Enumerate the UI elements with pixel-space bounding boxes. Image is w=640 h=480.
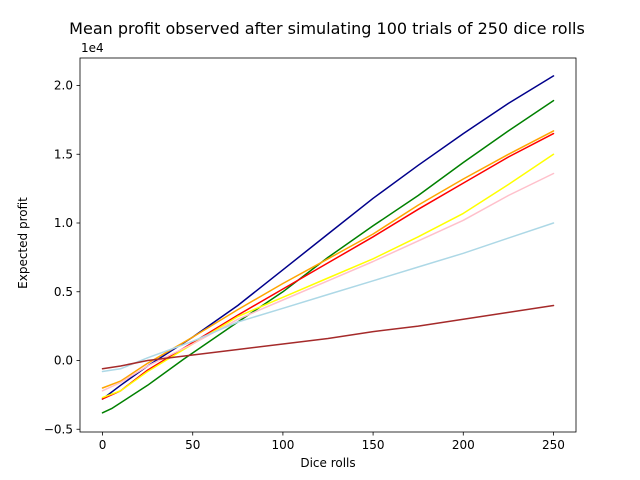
series-line-7: [101, 304, 555, 370]
series-line-2: [101, 130, 555, 389]
y-tick-label: 1.0: [54, 216, 73, 230]
y-tick-label: −0.5: [44, 422, 73, 436]
series-line-1: [101, 99, 555, 414]
y-tick-label: 0.0: [54, 354, 73, 368]
x-tick-label: 250: [542, 438, 565, 452]
x-tick-label: 150: [362, 438, 385, 452]
plot-area: 0 50 100 150 200 250 −0.5 0.0 0.5 1.0 1.5 2.0: [44, 57, 577, 452]
series-line-5: [101, 172, 555, 392]
x-tick-label: 0: [99, 438, 107, 452]
plot-frame: [79, 57, 577, 433]
x-tick-label: 100: [271, 438, 294, 452]
y-tick-label: 2.0: [54, 79, 73, 93]
series-line-6: [101, 222, 555, 373]
series-line-3: [101, 132, 555, 400]
series-line-4: [101, 153, 555, 399]
x-tick-label: 200: [452, 438, 475, 452]
y-tick-label: 0.5: [54, 285, 73, 299]
x-tick-label: 50: [185, 438, 200, 452]
y-tick-label: 1.5: [54, 147, 73, 161]
x-axis-label: Dice rolls: [300, 456, 355, 470]
y-axis-label: Expected profit: [16, 197, 30, 289]
y-offset-label: 1e4: [81, 41, 104, 55]
chart-title: Mean profit observed after simulating 10…: [69, 19, 585, 38]
